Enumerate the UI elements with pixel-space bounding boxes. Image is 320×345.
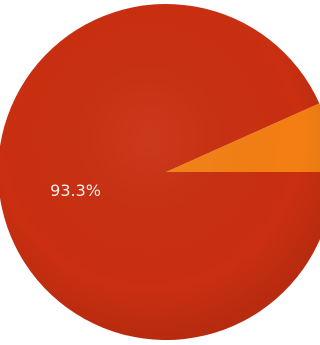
pie-slices (0, 4, 320, 340)
pie-labels: 93.3% (50, 181, 101, 200)
pie-shading (0, 4, 320, 340)
slice-label-1: 93.3% (50, 181, 101, 200)
